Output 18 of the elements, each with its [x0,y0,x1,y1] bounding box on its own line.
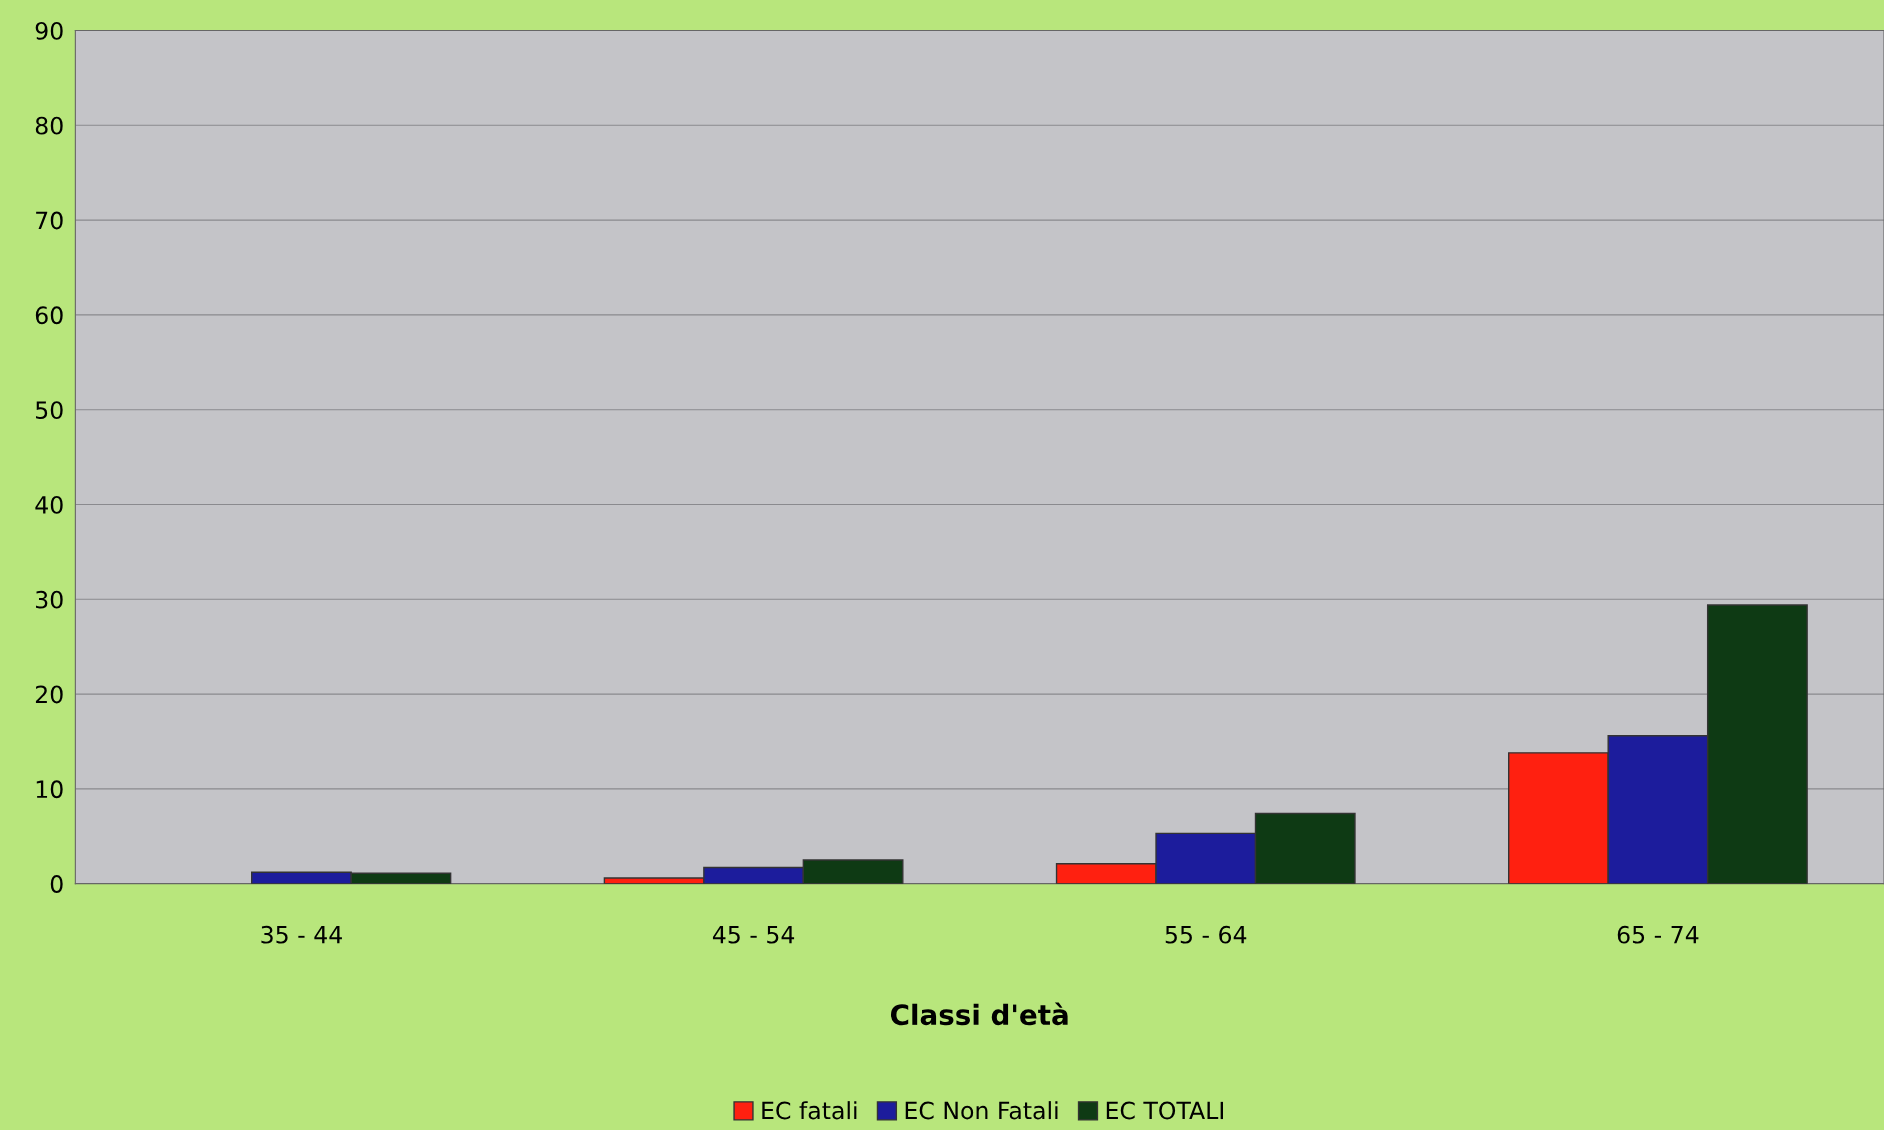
y-tick-label: 70 [36,211,63,230]
legend-label: EC Non Fatali [905,1101,1058,1120]
x-axis-title: Classi d'età [890,1002,1068,1026]
y-tick-label: 40 [35,495,63,514]
y-tick-label: 10 [36,780,63,799]
y-tick-label: 30 [36,590,63,609]
y-tick-label: 50 [36,401,63,419]
x-tick-label: 35 - 44 [261,925,342,944]
y-tick-label: 0 [50,875,63,893]
x-tick-label: 45 - 54 [712,926,795,944]
x-tick-label: 65 - 74 [1617,925,1699,944]
y-tick-label: 90 [35,21,63,40]
legend-label: EC TOTALI [1106,1101,1223,1120]
x-tick-label: 55 - 64 [1165,925,1247,944]
y-tick-label: 60 [35,306,63,325]
legend-label: EC fatali [762,1101,857,1120]
y-tick-label: 80 [35,116,63,135]
y-tick-label: 20 [35,685,63,704]
